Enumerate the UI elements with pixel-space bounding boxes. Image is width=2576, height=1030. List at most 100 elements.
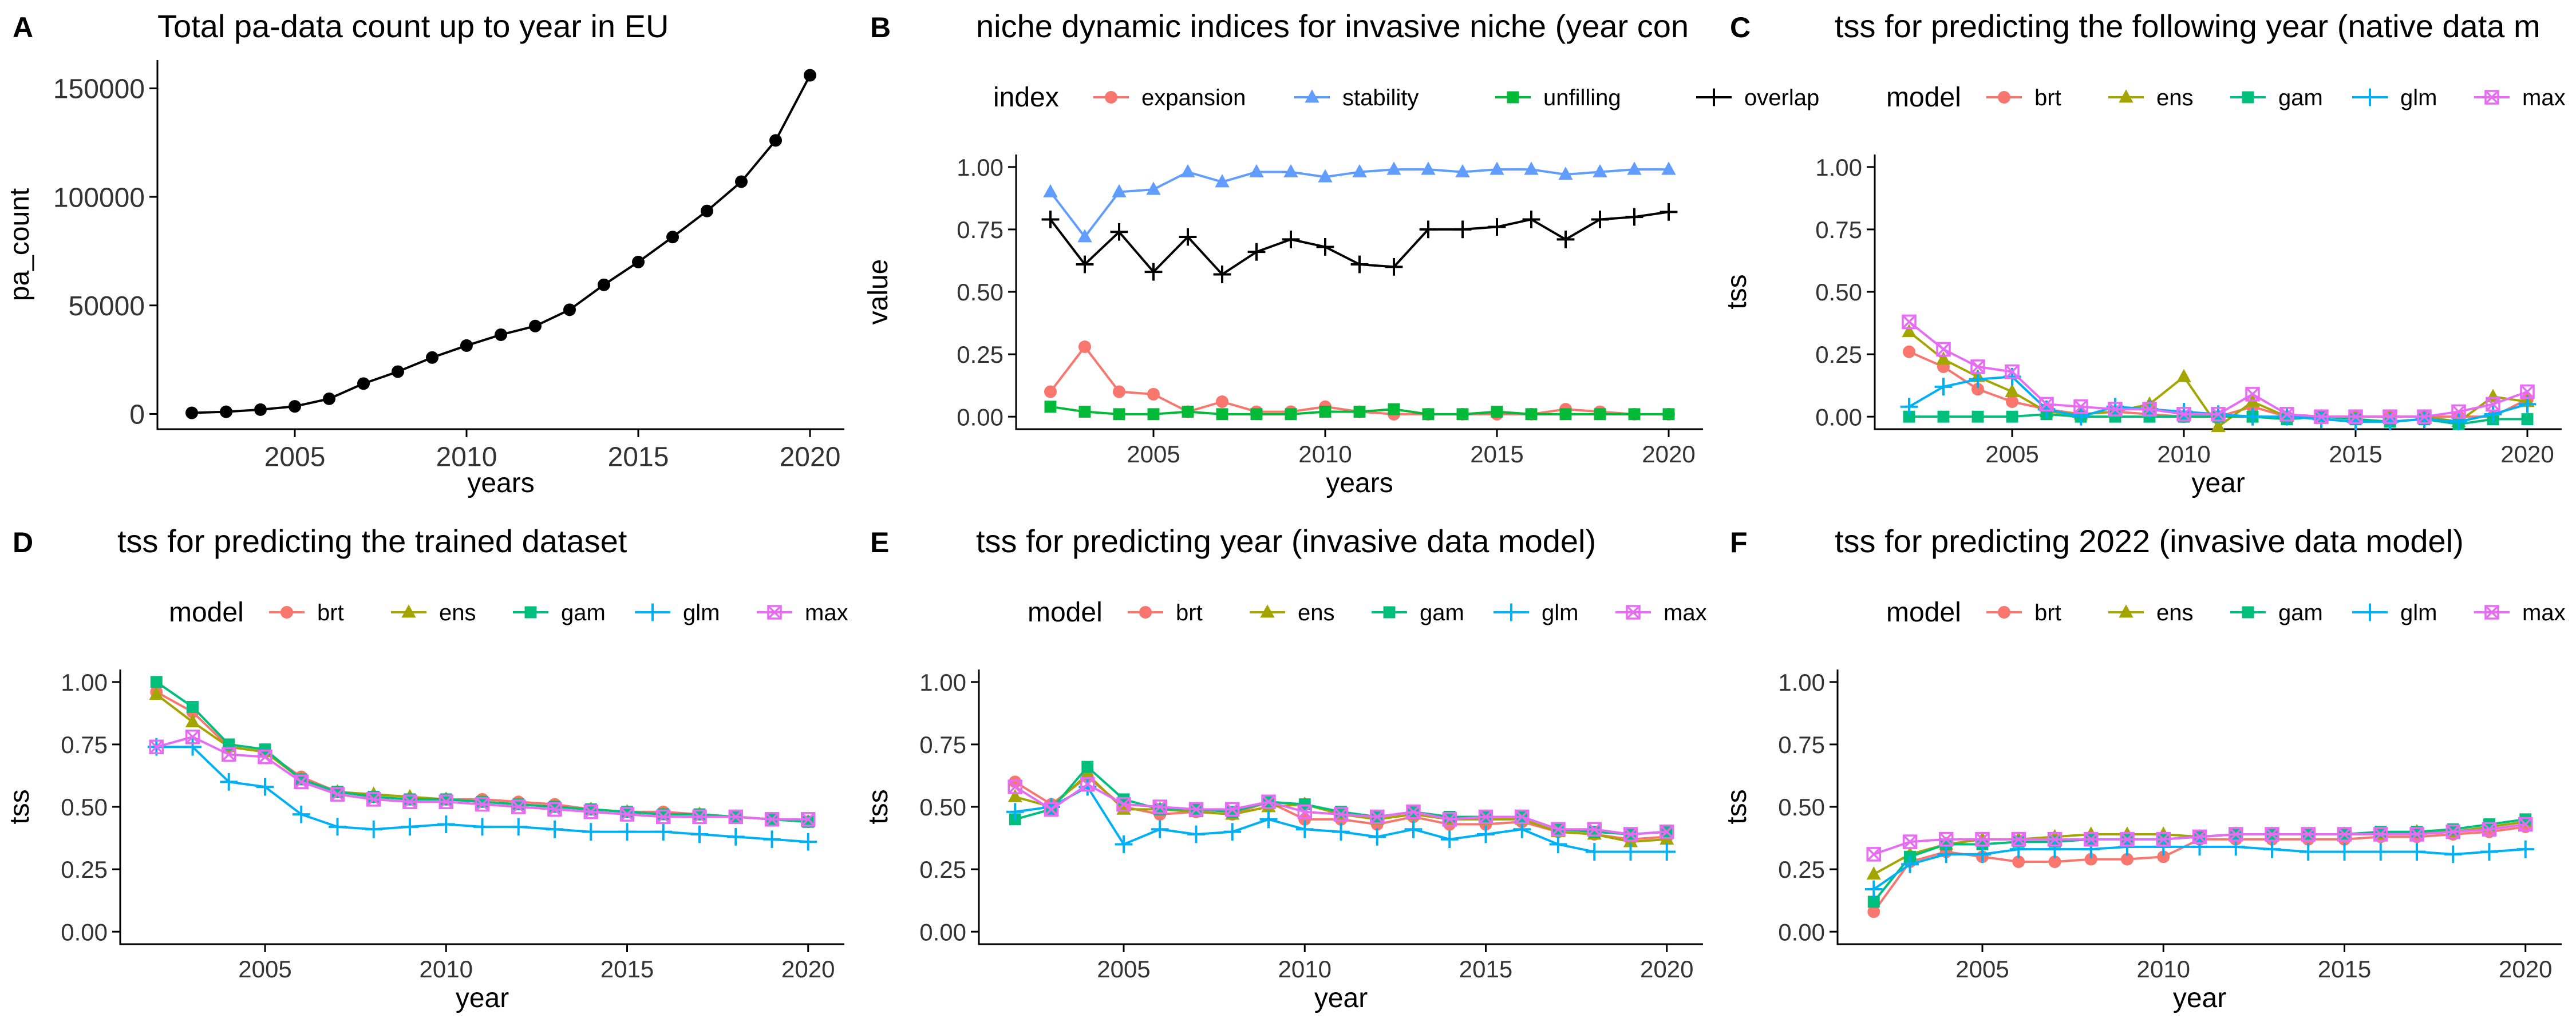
data-point	[1594, 408, 1606, 421]
legend-key-marker	[2242, 91, 2254, 104]
data-point	[735, 175, 748, 188]
data-point	[1585, 843, 1603, 861]
legend-item-glm: glm	[635, 600, 720, 625]
data-point	[2451, 404, 2466, 419]
data-point	[2482, 822, 2497, 837]
data-point	[1939, 831, 1954, 847]
legend-label: ens	[2156, 600, 2194, 625]
data-point	[1282, 230, 1300, 248]
legend-item-glm: glm	[2352, 600, 2437, 625]
x-tick-label: 2005	[238, 956, 291, 983]
y-tick-label: 0.50	[1778, 794, 1825, 821]
data-point	[1110, 223, 1128, 241]
data-point	[1936, 351, 1951, 365]
axis-lines	[1015, 154, 1703, 430]
data-point	[563, 303, 576, 316]
legend-key-marker	[2119, 89, 2134, 103]
data-point	[2006, 395, 2018, 408]
data-point	[1146, 181, 1161, 195]
data-point	[1080, 777, 1095, 792]
y-axis-label: pa_count	[5, 188, 35, 302]
data-point	[1259, 810, 1278, 829]
series-glm	[1006, 778, 1676, 861]
series-max	[149, 730, 816, 827]
data-point	[1370, 809, 1385, 825]
data-point	[1386, 161, 1401, 175]
data-point	[1525, 408, 1538, 421]
series-glm	[147, 738, 817, 851]
data-point	[329, 818, 346, 836]
data-point	[1660, 824, 1674, 839]
x-tick-label: 2010	[2137, 956, 2190, 983]
y-tick-label: 0.25	[1778, 856, 1825, 883]
panel-title: niche dynamic indices for invasive niche…	[976, 8, 1689, 44]
legend-item-gam: gam	[513, 600, 606, 625]
data-point	[256, 778, 274, 796]
y-tick-label: 0	[129, 400, 145, 430]
data-point	[1866, 847, 1881, 862]
legend: index expansion stability unfilling overlap	[993, 82, 1819, 113]
data-point	[2005, 383, 2020, 397]
data-point	[2445, 824, 2460, 839]
x-tick-label: 2015	[2318, 956, 2371, 983]
data-point	[323, 392, 335, 405]
x-axis-label: years	[467, 468, 534, 498]
data-point	[2047, 831, 2063, 847]
data-point	[2383, 409, 2397, 424]
data-point	[1515, 809, 1530, 825]
data-point	[1902, 314, 1917, 330]
data-point	[289, 400, 301, 413]
data-point	[618, 823, 636, 841]
data-point	[1593, 164, 1607, 177]
data-point	[1188, 802, 1204, 817]
data-point	[1298, 798, 1311, 811]
legend-key-marker	[2242, 606, 2254, 619]
data-point	[1867, 905, 1880, 918]
x-tick-label: 2015	[2329, 441, 2382, 468]
data-point	[1419, 220, 1437, 239]
data-point	[728, 809, 743, 825]
data-point	[666, 231, 679, 244]
data-point	[1179, 228, 1197, 246]
x-tick-label: 2005	[1955, 956, 2009, 983]
legend-title: model	[1886, 82, 1961, 113]
x-tick-label: 2010	[436, 442, 497, 472]
data-point	[2039, 397, 2054, 412]
data-point	[1116, 797, 1131, 812]
data-point	[2229, 827, 2243, 842]
y-tick-label: 0.25	[957, 341, 1003, 368]
data-point	[294, 774, 309, 790]
y-tick-label: 150000	[53, 74, 145, 105]
data-point	[1041, 211, 1060, 228]
data-point	[475, 797, 490, 812]
panel-a: A Total pa-data count up to year in EU 0 50…	[5, 8, 844, 498]
axis-lines	[978, 670, 1703, 945]
data-point	[1180, 164, 1195, 177]
x-tick-label: 2020	[2499, 956, 2552, 983]
legend-label: gam	[2278, 85, 2323, 110]
legend-key-marker	[1626, 605, 1641, 620]
data-point	[1350, 255, 1369, 274]
legend-label: ens	[2156, 85, 2194, 110]
legend-item-ens: ens	[391, 600, 476, 625]
axis-lines	[1874, 154, 2562, 430]
data-point	[2516, 840, 2535, 858]
data-point	[2011, 831, 2026, 847]
data-point	[2301, 827, 2316, 842]
data-point	[2048, 855, 2061, 868]
data-point	[546, 820, 564, 838]
legend-item-brt: brt	[269, 600, 344, 625]
data-point	[1215, 174, 1230, 188]
y-tick-label: 0.75	[1778, 731, 1825, 758]
legend-item-ens: ens	[1250, 600, 1335, 625]
data-point	[2337, 827, 2352, 842]
data-point	[2142, 402, 2157, 417]
data-point	[1658, 843, 1676, 861]
x-axis-label: year	[2191, 468, 2245, 498]
y-axis-label: value	[863, 259, 894, 325]
series-max	[1866, 817, 2533, 862]
data-point	[184, 738, 202, 756]
legend-item-glm: glm	[2352, 85, 2437, 110]
data-point	[2484, 405, 2502, 423]
